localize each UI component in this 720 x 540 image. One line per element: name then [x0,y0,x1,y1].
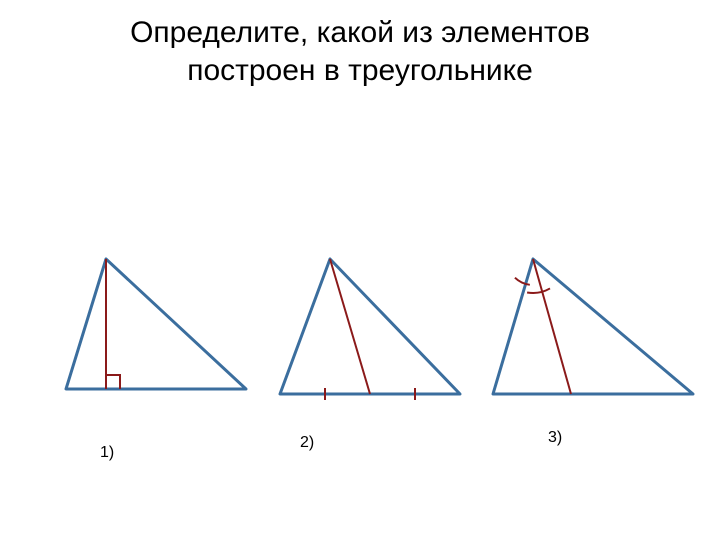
page-title: Определите, какой из элементов построен … [0,0,720,89]
triangle-2-median [260,249,480,409]
triangle-1-altitude [36,249,256,409]
caption-1: 1) [100,444,114,462]
triangle-2-svg [260,249,480,409]
triangle-3-bisector [478,249,708,409]
triangle-1-svg [36,249,256,409]
title-line-2: построен в треугольнике [187,54,533,87]
caption-2: 2) [300,434,314,452]
title-line-1: Определите, какой из элементов [130,16,590,49]
triangle-3-svg [478,249,708,409]
figures-area: 1) 2) 3) [0,119,720,499]
caption-3: 3) [548,429,562,447]
